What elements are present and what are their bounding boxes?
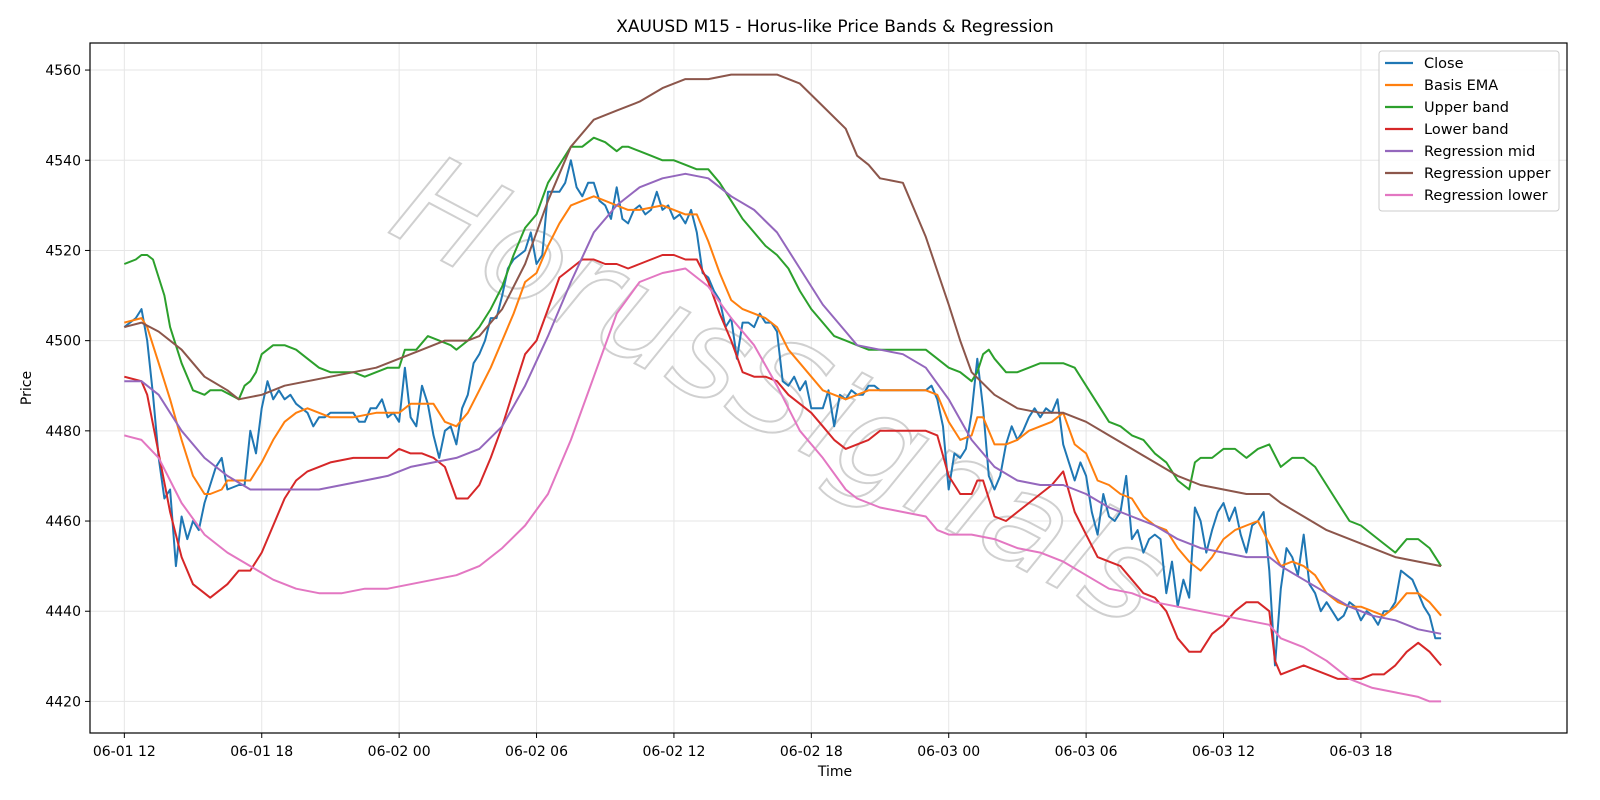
series-line-upper-band — [123, 136, 1442, 567]
legend-entry: Close — [1424, 56, 1464, 72]
legend-entry: Lower band — [1424, 122, 1509, 138]
x-tick-label: 06-03 00 — [917, 744, 980, 760]
series-line-regression-upper — [124, 73, 1442, 568]
legend-entry: Basis EMA — [1424, 78, 1498, 94]
legend-entry: Regression lower — [1424, 188, 1548, 204]
y-tick-label: 4440 — [45, 604, 81, 620]
x-tick-label: 06-03 18 — [1329, 744, 1392, 760]
y-axis-label: Price — [19, 371, 35, 405]
x-tick-label: 06-02 18 — [780, 744, 843, 760]
y-tick-label: 4420 — [45, 694, 81, 710]
gridlines — [90, 43, 1567, 733]
x-tick-label: 06-02 00 — [368, 744, 431, 760]
x-tick-label: 06-03 12 — [1192, 744, 1255, 760]
y-tick-label: 4460 — [45, 514, 81, 530]
x-tick-label: 06-02 12 — [642, 744, 705, 760]
y-tick-label: 4540 — [45, 153, 81, 169]
y-axis-ticks: 4420 4440 4460 4480 4500 4520 4540 4560 — [45, 63, 90, 710]
legend-entry: Upper band — [1424, 100, 1509, 116]
series-line-close — [123, 159, 1442, 667]
legend: Close Basis EMA Upper band Lower band Regres… — [1378, 50, 1560, 212]
y-tick-label: 4520 — [45, 243, 81, 259]
y-tick-label: 4480 — [45, 424, 81, 440]
y-tick-label: 4560 — [45, 63, 81, 79]
x-tick-label: 06-02 06 — [505, 744, 568, 760]
x-tick-label: 06-01 12 — [93, 744, 156, 760]
x-tick-label: 06-01 18 — [230, 744, 293, 760]
series-line-lower-band — [124, 254, 1442, 680]
x-tick-label: 06-03 06 — [1055, 744, 1118, 760]
x-axis-label: Time — [817, 764, 852, 780]
series-layer — [123, 73, 1442, 703]
x-axis-ticks: 06-01 12 06-01 18 06-02 00 06-02 06 06-02 12… — [93, 733, 1392, 760]
series-line-basis-ema — [124, 195, 1442, 617]
chart-title: XAUUSD M15 - Horus-like Price Bands & Re… — [616, 17, 1054, 37]
series-line-regression-lower — [124, 267, 1442, 703]
series-line-regression-mid — [124, 172, 1442, 635]
plot-frame — [89, 42, 1568, 734]
legend-entry: Regression mid — [1424, 144, 1535, 160]
y-tick-label: 4500 — [45, 334, 81, 350]
legend-entry: Regression upper — [1424, 166, 1550, 182]
legend-box — [1378, 50, 1560, 212]
